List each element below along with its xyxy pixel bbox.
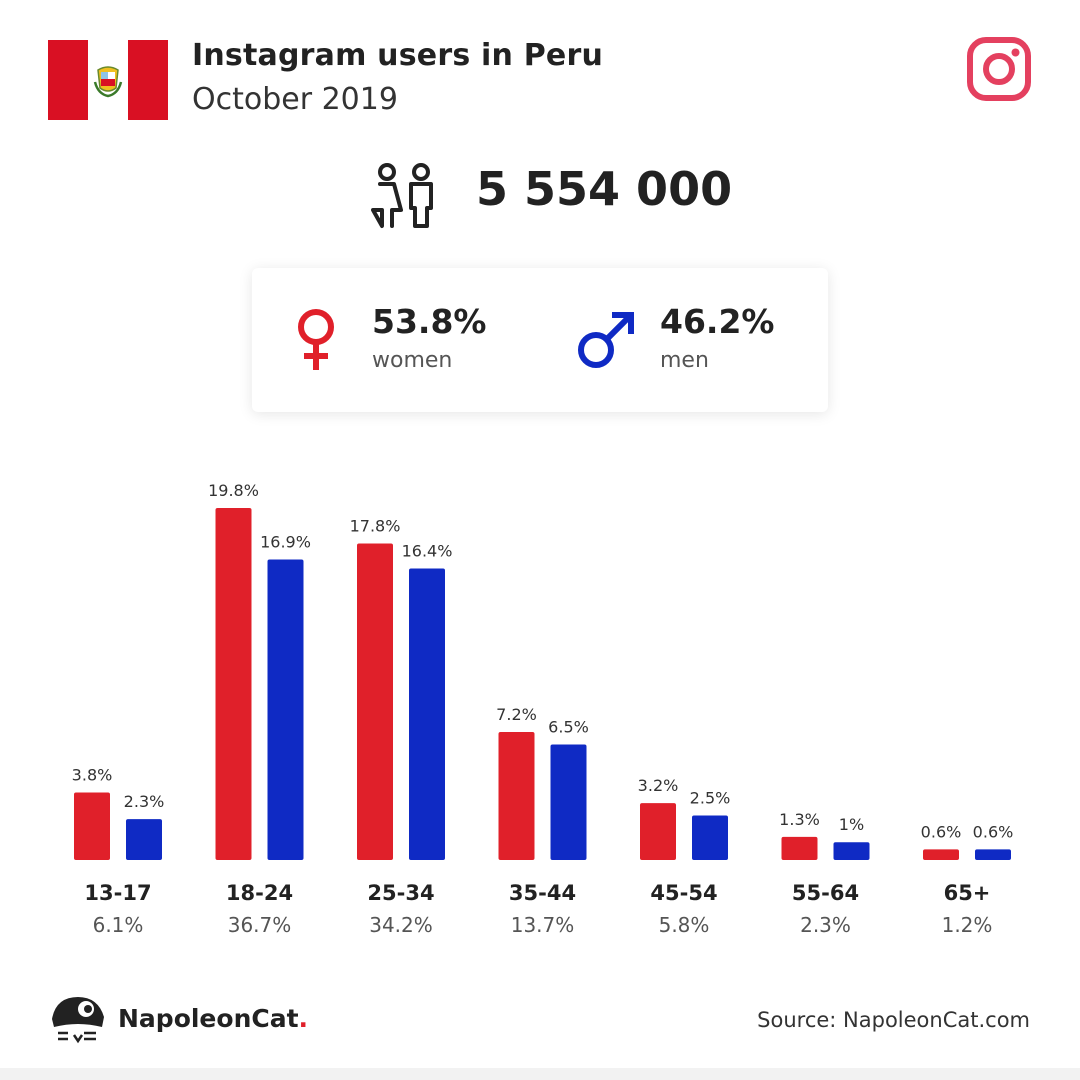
bar-55-64-series-2 [833,842,870,860]
female-symbol-icon [298,309,334,370]
napoleoncat-logo-icon [52,997,104,1044]
category-total-65+: 1.2% [942,913,993,937]
men-percent: 46.2% [660,302,775,341]
data-label-13-17-series-1: 3.8% [72,765,113,784]
bar-25-34-series-2 [409,568,445,860]
men-label: men [660,348,709,373]
bar-65+-series-1 [923,849,959,860]
category-label-25-34: 25-34 [367,881,434,905]
page-title: Instagram users in Peru [192,38,604,73]
data-label-55-64-series-1: 1.3% [779,810,820,829]
gender-card: 53.8% women 46.2% men [252,268,828,412]
category-total-55-64: 2.3% [800,913,851,937]
bar-13-17-series-2 [126,819,162,860]
male-symbol-icon [578,312,634,368]
data-label-45-54-series-1: 3.2% [638,776,679,795]
total-users: 5 554 000 [476,162,733,216]
data-label-45-54-series-2: 2.5% [690,789,731,808]
bar-13-17-series-1 [74,792,110,860]
category-total-13-17: 6.1% [93,913,144,937]
women-label: women [372,348,453,373]
category-label-18-24: 18-24 [226,881,293,905]
instagram-icon [967,37,1031,101]
bar-45-54-series-2 [692,815,728,860]
data-label-25-34-series-2: 16.4% [402,541,453,560]
bar-18-24-series-1 [215,508,252,860]
category-label-13-17: 13-17 [84,881,151,905]
bar-35-44-series-1 [498,732,535,860]
data-label-18-24-series-1: 19.8% [208,481,259,500]
category-total-18-24: 36.7% [228,913,292,937]
category-label-35-44: 35-44 [509,881,576,905]
data-label-25-34-series-1: 17.8% [350,517,401,536]
age-gender-bar-chart: 3.8% 2.3% 13-17 6.1% 19.8% 16.9% 18-24 36.7% 17.… [72,481,1014,937]
brand-text: NapoleonCat [118,1004,299,1033]
bar-55-64-series-1 [781,836,818,860]
data-label-18-24-series-2: 16.9% [260,533,311,552]
women-percent: 53.8% [372,302,487,341]
brand-dot: . [298,1004,309,1033]
page-subtitle: October 2019 [192,82,398,117]
category-total-45-54: 5.8% [659,913,710,937]
category-label-45-54: 45-54 [650,881,717,905]
brand-name: NapoleonCat. [118,1004,308,1033]
category-total-35-44: 13.7% [511,913,575,937]
bar-35-44-series-2 [550,744,587,860]
category-label-65+: 65+ [944,881,991,905]
category-total-25-34: 34.2% [369,913,433,937]
data-label-65+-series-1: 0.6% [921,822,962,841]
category-label-55-64: 55-64 [792,881,859,905]
bar-65+-series-2 [975,849,1011,860]
data-label-55-64-series-2: 1% [839,815,864,834]
bar-45-54-series-1 [640,803,676,860]
data-label-35-44-series-2: 6.5% [548,717,589,736]
data-label-13-17-series-2: 2.3% [124,792,165,811]
users-couple-icon [371,163,433,228]
footer-band [0,1068,1080,1080]
data-label-35-44-series-1: 7.2% [496,705,537,724]
source-text: Source: NapoleonCat.com [757,1008,1030,1032]
bar-25-34-series-1 [357,543,393,860]
bar-18-24-series-2 [267,559,304,860]
peru-flag-icon [48,40,168,120]
data-label-65+-series-2: 0.6% [973,822,1014,841]
